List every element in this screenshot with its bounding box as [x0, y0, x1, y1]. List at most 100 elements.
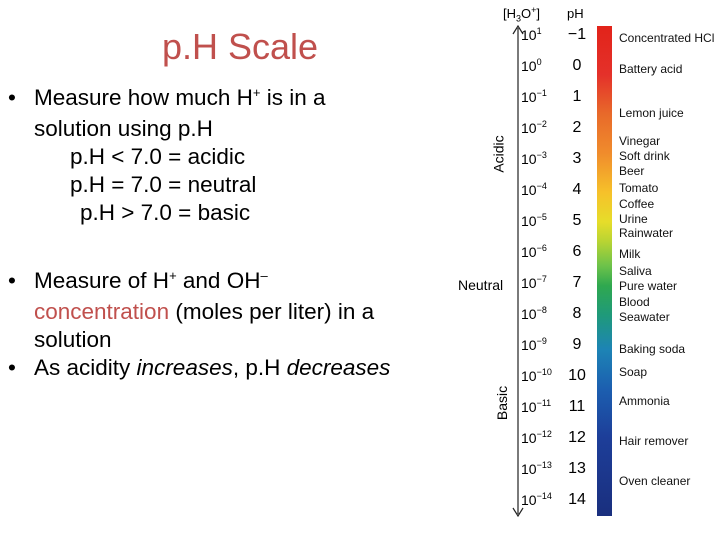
concentration-base: 10	[521, 275, 537, 291]
ph-value: 7	[572, 274, 582, 291]
substance-label: Concentrated HCl	[619, 31, 715, 45]
superscript: –	[260, 268, 268, 283]
concentration-value: 10−6	[521, 243, 547, 260]
ph-value: 11	[568, 398, 586, 415]
concentration-value: 10−11	[521, 398, 552, 415]
ph-value: 9	[572, 336, 582, 353]
emphasis-decreases: decreases	[286, 355, 391, 380]
bullet-text: solution using p.H	[34, 116, 213, 141]
concentration-exponent: −3	[536, 150, 547, 160]
concentration-value: 10−1	[521, 88, 547, 105]
concentration-exponent: −5	[536, 212, 547, 222]
substance-label: Blood	[619, 295, 650, 309]
concentration-base: 10	[521, 120, 537, 136]
bullet-text: Measure of H	[34, 268, 170, 293]
concentration-base: 10	[521, 27, 537, 43]
ph-value: 1	[572, 88, 582, 105]
highlight-concentration: concentration	[34, 299, 170, 324]
substance-label: Seawater	[619, 310, 670, 324]
superscript: +	[169, 268, 177, 283]
substance-label: Ammonia	[619, 394, 670, 408]
ph-value: 12	[568, 429, 586, 446]
concentration-base: 10	[521, 213, 537, 229]
neutral-label: Neutral	[458, 277, 504, 293]
line-neutral: p.H = 7.0 = neutral	[70, 172, 257, 197]
bullet-continuation: solution	[8, 326, 448, 354]
concentration-value: 10−2	[521, 119, 547, 136]
ph-value: 6	[572, 243, 582, 260]
concentration-value: 10−14	[521, 491, 552, 508]
bullet-text: , p.H	[232, 355, 287, 380]
acidic-label: Acidic	[490, 135, 507, 173]
concentration-exponent: −7	[536, 274, 547, 284]
substance-label: Oven cleaner	[619, 474, 691, 488]
concentration-base: 10	[521, 89, 537, 105]
concentration-value: 10−8	[521, 305, 547, 322]
bullet-continuation: concentration (moles per liter) in a	[8, 298, 448, 326]
header-part: O	[521, 6, 532, 21]
ph-value: 5	[572, 212, 582, 229]
substance-label: Milk	[619, 247, 641, 261]
superscript: +	[252, 85, 261, 100]
ph-value: 8	[572, 305, 582, 322]
slide-title: p.H Scale	[161, 26, 319, 67]
substance-label: Soap	[619, 365, 648, 379]
bullet-text: and OH	[176, 268, 261, 293]
bullet-list: • Measure how much H+ is in a solution u…	[8, 84, 448, 382]
substance-label: Pure water	[619, 279, 678, 293]
concentration-value: 10−9	[521, 336, 547, 353]
header-subscript: 3	[516, 13, 522, 24]
bullet-measure-concentration: • Measure of H+ and OH–	[8, 267, 448, 298]
bullet-text: Measure how much H	[34, 85, 253, 110]
emphasis-increases: increases	[136, 355, 233, 380]
substance-label: Battery acid	[619, 62, 683, 76]
substance-label: Vinegar	[619, 134, 661, 148]
ph-value: 14	[568, 491, 586, 508]
ph-header: pH	[567, 6, 584, 21]
bullet-measure-h: • Measure how much H+ is in a	[8, 84, 448, 115]
concentration-value: 10−7	[521, 274, 547, 291]
substance-label: Soft drink	[619, 149, 670, 163]
ph-value: 2	[572, 119, 582, 136]
concentration-base: 10	[521, 151, 537, 167]
substance-label: Rainwater	[619, 226, 674, 240]
substance-label: Saliva	[619, 264, 652, 278]
concentration-base: 10	[521, 492, 537, 508]
concentration-base: 10	[521, 337, 537, 353]
axis-arrow-icon	[512, 24, 524, 518]
ph-value: 4	[572, 181, 582, 198]
concentration-value: 10−10	[521, 367, 552, 384]
bullet-dot: •	[8, 85, 16, 110]
header-part: [H	[503, 6, 516, 21]
concentration-value: 10−12	[521, 429, 552, 446]
substance-label: Lemon juice	[619, 106, 684, 120]
concentration-base: 10	[521, 306, 537, 322]
ph-value: 13	[568, 460, 586, 477]
ph-value: −1	[567, 26, 587, 43]
ph-value: 3	[572, 150, 582, 167]
concentration-exponent: −1	[536, 88, 547, 98]
concentration-value: 10−3	[521, 150, 547, 167]
header-superscript: +	[531, 5, 537, 15]
concentration-value: 10−4	[521, 181, 547, 198]
concentration-exponent: −11	[536, 398, 552, 408]
bullet-continuation: solution using p.H	[8, 115, 448, 143]
concentration-value: 101	[521, 26, 542, 43]
concentration-exponent: −6	[536, 243, 547, 253]
line-basic: p.H > 7.0 = basic	[80, 200, 251, 225]
concentration-base: 10	[521, 368, 537, 384]
bullet-dot: •	[8, 355, 16, 380]
bullet-text: solution	[34, 327, 112, 352]
bullet-text: As acidity	[34, 355, 137, 380]
concentration-exponent: −8	[536, 305, 547, 315]
bullet-text: (moles per liter) in a	[169, 299, 375, 324]
concentration-exponent: 0	[536, 57, 542, 67]
concentration-exponent: 1	[536, 26, 542, 36]
bullet-dot: •	[8, 268, 16, 293]
substance-label: Hair remover	[619, 434, 689, 448]
header-part: ]	[536, 6, 541, 21]
substance-label: Coffee	[619, 197, 655, 211]
concentration-base: 10	[521, 461, 537, 477]
bullet-acidity: • As acidity increases, p.H decreases	[8, 354, 448, 382]
substance-label: Baking soda	[619, 342, 686, 356]
